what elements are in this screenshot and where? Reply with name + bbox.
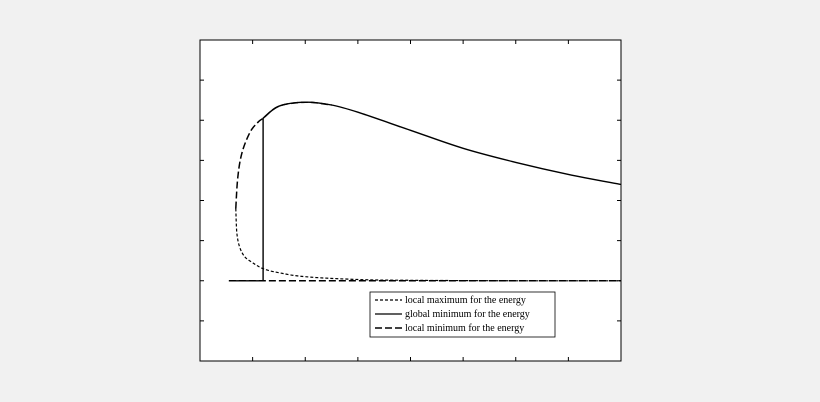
series-line-local-minimum-for-the-energy-branch-1 [235,101,332,209]
legend-label-local-minimum: local minimum for the energy [405,323,524,334]
legend: local maximum for the energy global mini… [369,291,556,338]
legend-label-global-minimum: global minimum for the energy [405,309,530,320]
legend-label-local-maximum: local maximum for the energy [405,295,526,306]
axis-ticks [200,40,621,361]
series-layer [228,101,622,282]
